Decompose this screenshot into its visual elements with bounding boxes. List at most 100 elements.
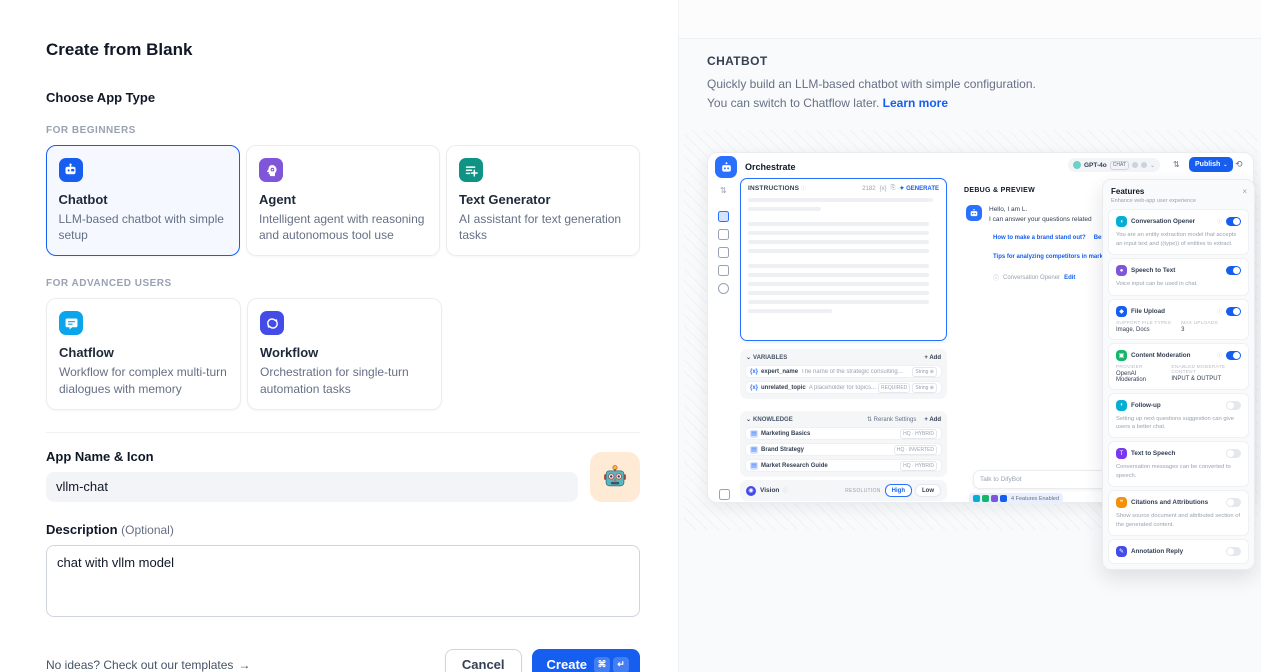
speech-to-text-icon: ● <box>1116 265 1127 277</box>
cancel-button[interactable]: Cancel <box>444 648 522 672</box>
preview-panel-top-strip <box>679 0 1261 39</box>
edit-link: Edit <box>1064 274 1076 281</box>
feature-item-follow-up: ◗ Follow-up Setting up next questions su… <box>1108 392 1249 439</box>
feature-toggle <box>1226 400 1241 410</box>
feature-name: Speech to Text <box>1131 267 1176 275</box>
robot-emoji-icon <box>604 464 626 486</box>
suggestion-row-1: How to make a brand stand out? Bes <box>993 235 1105 241</box>
copy-icon: ⎘ <box>890 185 896 192</box>
model-param-icon <box>1132 162 1139 169</box>
beginner-cards: Chatbot LLM-based chatbot with simple se… <box>46 145 640 257</box>
card-title: Text Generator <box>459 192 551 207</box>
feature-name: Citations and Attributions <box>1131 499 1209 507</box>
feature-desc: Setting up next questions suggestion can… <box>1116 415 1234 430</box>
preview-header: CHATBOT Quickly build an LLM-based chatb… <box>679 39 1261 126</box>
description-optional-text: (Optional) <box>121 522 174 537</box>
knowledge-name: Marketing Basics <box>761 430 811 437</box>
feature-toggle <box>1226 498 1241 508</box>
app-name-row: App Name & Icon <box>46 449 640 502</box>
resolution-low-button: Low <box>915 484 941 498</box>
sidebar-orchestrate-icon <box>718 211 729 223</box>
preview-image-area: Orchestrate GPT-4o CHAT ⌄ ⇅ Publish ⌄ ⟲ … <box>684 130 1258 570</box>
sidebar-monitoring-icon <box>718 283 729 295</box>
feature-toggle <box>1226 266 1241 276</box>
info-icon: ⓘ <box>993 276 1000 283</box>
doc-icon: ▤ <box>750 461 758 470</box>
doc-icon: ▤ <box>750 445 758 454</box>
knowledge-name: Brand Strategy <box>761 446 805 453</box>
feature-toggle <box>1226 449 1241 459</box>
workflow-icon <box>260 311 284 336</box>
feature-item-file-upload: ◆ File Upload ⓘ SUPPORT FILE TYPES Image… <box>1108 298 1249 340</box>
create-button[interactable]: Create ⌘ ↵ <box>531 648 640 672</box>
resolution-high-button: High <box>884 484 912 498</box>
kv-label: PROVIDER <box>1116 364 1143 370</box>
file-upload-icon: ◆ <box>1116 305 1127 317</box>
eye-icon: ◉ <box>746 485 756 496</box>
resolution-label: RESOLUTION <box>845 487 881 494</box>
feature-item-conversation-opener: ◖ Conversation Opener ⓘ You are an entit… <box>1108 209 1249 256</box>
feature-toggle <box>1226 217 1241 227</box>
variables-title: VARIABLES <box>753 354 788 361</box>
citations-icon: ❝ <box>1116 497 1127 509</box>
add-variable-button: + Add <box>924 354 941 361</box>
advanced-cards: Chatflow Workflow for complex multi-turn… <box>46 298 640 410</box>
feature-name: Conversation Opener <box>1131 218 1196 226</box>
app-type-card-workflow[interactable]: Workflow Orchestration for single-turn a… <box>247 298 442 410</box>
knowledge-title: KNOWLEDGE <box>753 416 793 423</box>
app-type-card-text-generator[interactable]: Text Generator AI assistant for text gen… <box>446 145 640 257</box>
mock-knowledge-section: ⌄ KNOWLEDGE ⇅ Rerank Settings + Add ▤ Ma… <box>740 411 947 478</box>
templates-link[interactable]: No ideas? Check out our templates → <box>46 658 250 672</box>
sidebar-annotation-icon <box>718 265 729 277</box>
features-subtitle: Enhance web-app user experience <box>1111 198 1197 205</box>
kv-value: INPUT & OUTPUT <box>1171 375 1222 382</box>
feature-toggle <box>1226 350 1241 360</box>
opener-label: Conversation Opener <box>1003 274 1061 281</box>
app-type-card-agent[interactable]: Agent Intelligent agent with reasoning a… <box>246 145 440 257</box>
vision-label: Vision <box>760 487 780 495</box>
feature-toggle <box>1226 306 1241 316</box>
info-icon: ⓘ <box>782 488 788 495</box>
card-description: LLM-based chatbot with simple setup <box>58 211 224 242</box>
page-title: Create from Blank <box>46 40 193 59</box>
model-mode-tag: CHAT <box>1109 160 1130 170</box>
description-textarea[interactable]: chat with vllm model <box>46 544 640 617</box>
app-type-card-chatbot[interactable]: Chatbot LLM-based chatbot with simple se… <box>46 145 240 257</box>
feature-item-text-to-speech: T Text to Speech Conversation messages c… <box>1108 441 1249 488</box>
app-type-card-chatflow[interactable]: Chatflow Workflow for complex multi-turn… <box>46 298 241 410</box>
knowledge-row: ▤ Market Research Guide HQ · HYBRID <box>745 459 942 473</box>
chevron-down-icon: ⌄ <box>1223 161 1228 168</box>
app-name-input[interactable] <box>46 471 578 502</box>
divider <box>46 431 640 433</box>
info-icon: ⓘ <box>1216 219 1222 226</box>
kv-value: OpenAI Moderation <box>1116 370 1147 383</box>
preview-title: CHATBOT <box>707 54 768 68</box>
mock-app-title: Orchestrate <box>745 162 796 173</box>
feature-toggle <box>1226 546 1241 556</box>
feature-desc: Voice input can be used in chat. <box>1116 281 1198 288</box>
app-icon-picker[interactable] <box>590 451 640 502</box>
enter-key-icon: ↵ <box>613 656 629 672</box>
learn-more-link[interactable]: Learn more <box>882 96 949 111</box>
choose-app-type-label: Choose App Type <box>46 90 156 105</box>
feature-item-annotation-reply: ✎ Annotation Reply <box>1108 538 1249 564</box>
variable-desc: The name of the strategic consulting... <box>801 368 903 375</box>
kv-label: ENABLED MODERATE CONTENT <box>1171 364 1226 375</box>
info-icon: ⓘ <box>801 186 807 193</box>
add-knowledge-button: + Add <box>924 416 941 423</box>
close-icon: × <box>1242 187 1247 197</box>
mock-instructions-panel: INSTRUCTIONS ⓘ 2182 {x} ⎘ ✦ GENERATE <box>740 178 947 342</box>
mock-app-icon <box>715 156 737 179</box>
feature-name: Annotation Reply <box>1131 547 1184 555</box>
kv-value: 3 <box>1181 326 1185 333</box>
sidebar-swap-icon: ⇅ <box>720 186 727 196</box>
text-to-speech-icon: T <box>1116 448 1127 460</box>
instructions-skeleton <box>748 198 939 314</box>
braces-icon: {x} <box>750 368 759 375</box>
dialog-footer: No ideas? Check out our templates → Canc… <box>46 648 640 672</box>
feature-desc: Conversation messages can be converted t… <box>1116 464 1231 479</box>
knowledge-tag: HQ · HYBRID <box>900 460 937 471</box>
knowledge-row: ▤ Marketing Basics HQ · HYBRID <box>745 427 942 441</box>
features-enabled-bar: 4 Features Enabled <box>969 493 1064 505</box>
char-count: 2182 <box>862 185 876 192</box>
